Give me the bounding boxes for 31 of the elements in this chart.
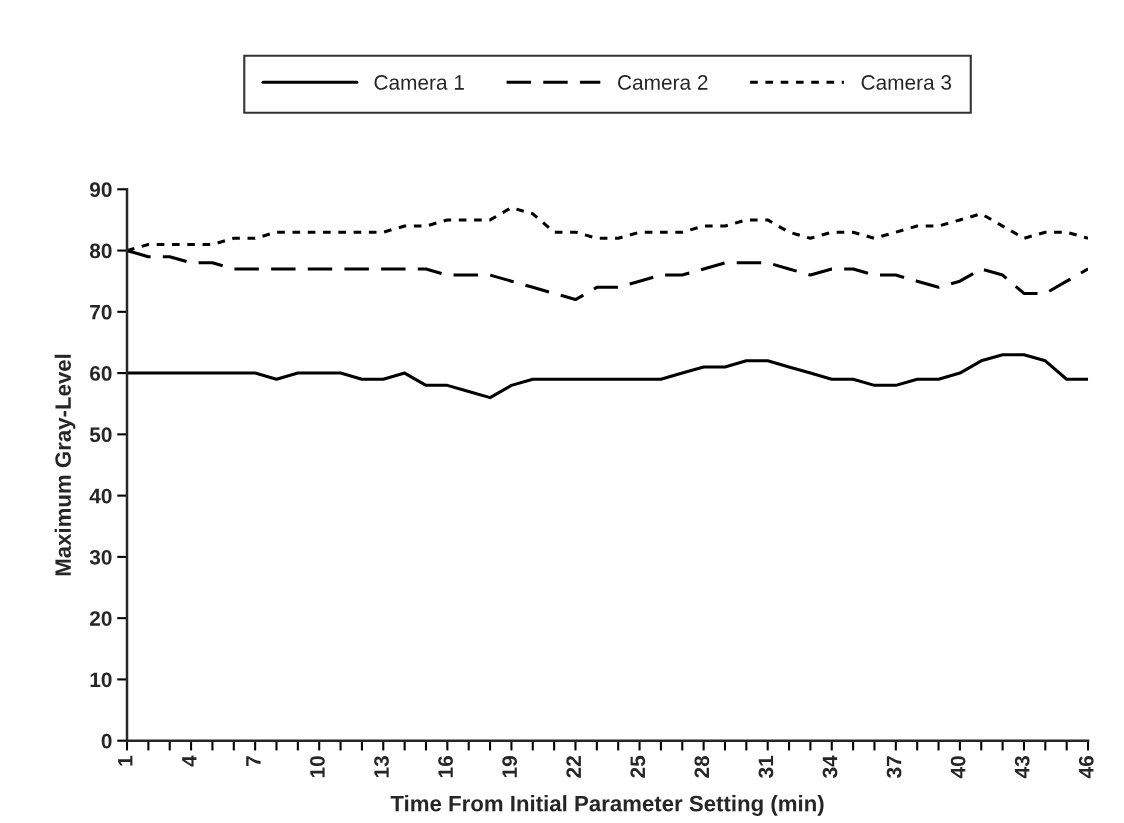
y-tick-label: 20 (89, 611, 112, 626)
y-tick-label: 80 (89, 243, 112, 259)
x-tick-label: 1 (118, 755, 133, 766)
x-tick-label: 22 (566, 756, 581, 778)
y-tick-label: 40 (89, 488, 112, 504)
y-tick-label: 30 (89, 549, 112, 565)
x-tick-label: 34 (822, 755, 838, 778)
x-tick-label: 40 (950, 756, 966, 779)
legend-label: Camera 1 (374, 75, 464, 90)
x-tick-label: 19 (502, 756, 518, 778)
y-tick-label: 70 (90, 304, 112, 320)
y-tick-label: 60 (90, 366, 112, 381)
x-tick-label: 10 (310, 756, 325, 778)
y-tick-label: 0 (101, 733, 112, 749)
x-tick-label: 37 (886, 756, 902, 778)
x-tick-label: 7 (246, 756, 261, 766)
y-tick-label: 90 (89, 182, 112, 198)
x-tick-label: 31 (758, 755, 774, 778)
x-tick-label: 28 (694, 755, 710, 778)
y-axis-title: Maximum Gray-Level (54, 354, 76, 576)
x-tick-label: 46 (1078, 756, 1094, 779)
x-axis-title: Time From Initial Parameter Setting (min) (390, 795, 824, 816)
x-tick-label: 25 (630, 755, 646, 778)
x-tick-label: 16 (438, 756, 453, 778)
y-tick-label: 50 (89, 427, 112, 443)
y-tick-label: 10 (90, 672, 112, 688)
x-tick-label: 13 (374, 756, 389, 778)
x-tick-label: 43 (1014, 756, 1030, 779)
legend-label: Camera 2 (618, 75, 708, 90)
legend-label: Camera 3 (861, 75, 952, 90)
x-tick-label: 4 (182, 755, 197, 767)
